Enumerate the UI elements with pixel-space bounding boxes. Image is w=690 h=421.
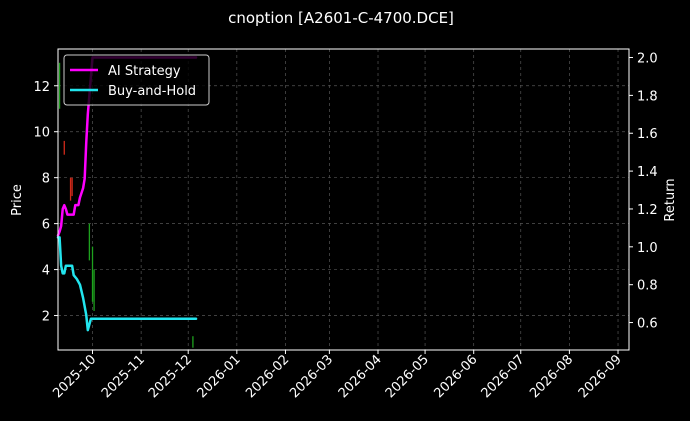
y-tick-label: 12	[33, 80, 50, 95]
chart-title: cnoption [A2601-C-4700.DCE]	[228, 9, 454, 27]
y-tick-label: 4	[42, 264, 50, 279]
y2-tick-label: 0.6	[637, 317, 658, 332]
y-tick-label: 10	[33, 126, 50, 141]
legend: AI Strategy Buy-and-Hold	[63, 54, 210, 106]
y-tick-label: 2	[42, 310, 50, 325]
y-tick-label: 8	[42, 172, 50, 187]
y2-tick-label: 2.0	[637, 52, 658, 67]
y-tick-label: 6	[42, 218, 50, 233]
y2-tick-label: 1.0	[637, 241, 658, 256]
buy-and-hold-line	[56, 236, 198, 332]
y2-tick-label: 1.6	[637, 127, 658, 142]
y-axis-label: Price	[10, 184, 25, 216]
y2-tick-label: 0.8	[637, 279, 658, 294]
y2-tick-label: 1.2	[637, 203, 658, 218]
plot-frame	[57, 48, 630, 351]
legend-label-buy-and-hold: Buy-and-Hold	[108, 84, 196, 99]
legend-box	[63, 54, 210, 106]
legend-label-ai-strategy: AI Strategy	[108, 64, 181, 79]
y2-tick-label: 1.4	[637, 165, 658, 180]
candles	[58, 62, 194, 348]
y2-axis-label: Return	[663, 178, 678, 221]
y2-tick-label: 1.8	[637, 89, 658, 104]
